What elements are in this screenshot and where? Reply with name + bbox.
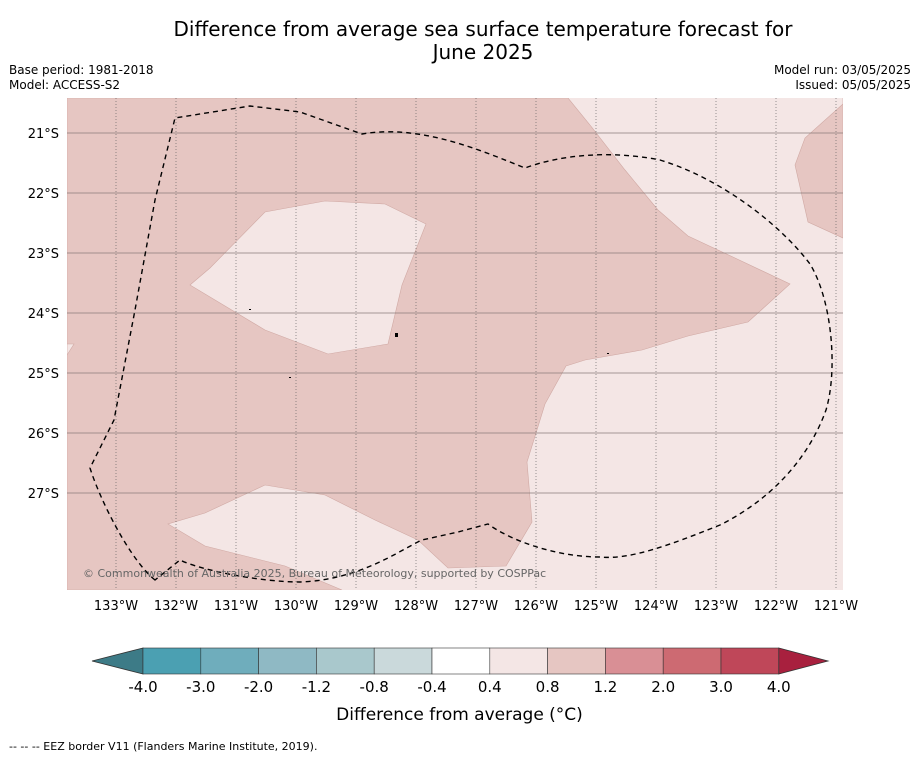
map-title: Difference from average sea surface temp… xyxy=(0,18,919,64)
island-marker-4 xyxy=(607,353,609,354)
longitude-labels: 133°W 132°W 131°W 130°W 129°W 128°W 127°W 126°W… xyxy=(94,599,858,614)
colorbar-tick-label: -2.0 xyxy=(244,678,273,696)
anomaly-edge-0-4 xyxy=(67,343,75,356)
latitude-label: 22°S xyxy=(28,187,59,202)
longitude-label: 124°W xyxy=(634,599,678,614)
colorbar-segment xyxy=(431,647,491,675)
graticule xyxy=(67,98,843,590)
longitude-label: 132°W xyxy=(154,599,198,614)
colorbar-segment xyxy=(720,647,780,675)
colorbar-extend-low xyxy=(91,647,144,675)
colorbar-tick-label: -1.2 xyxy=(302,678,331,696)
latitude-labels: 21°S 22°S 23°S 24°S 25°S 26°S 27°S xyxy=(28,127,59,502)
base-period: Base period: 1981-2018 xyxy=(9,63,154,77)
colorbar-segment xyxy=(373,647,433,675)
latitude-label: 21°S xyxy=(28,127,59,142)
island-marker-3 xyxy=(249,309,251,310)
island-marker-2 xyxy=(289,377,291,378)
latitude-label: 23°S xyxy=(28,247,59,262)
meta-left: Base period: 1981-2018 Model: ACCESS-S2 xyxy=(9,63,154,93)
colorbar-segment xyxy=(258,647,317,675)
colorbar-segment xyxy=(200,647,259,675)
colorbar-tick-label: 1.2 xyxy=(593,678,617,696)
latitude-label: 24°S xyxy=(28,307,59,322)
colorbar-label: Difference from average (°C) xyxy=(336,705,583,725)
colorbar-tick-label: -4.0 xyxy=(128,678,157,696)
colorbar-tick-label: 0.4 xyxy=(478,678,502,696)
colorbar-segment xyxy=(605,647,664,675)
colorbar-tick-label: 0.8 xyxy=(536,678,560,696)
anomaly-hole-0-4 xyxy=(189,200,427,355)
latitude-label: 25°S xyxy=(28,367,59,382)
latitude-label: 27°S xyxy=(28,487,59,502)
eez-border xyxy=(89,105,833,583)
model-name: Model: ACCESS-S2 xyxy=(9,78,121,92)
meta-right: Model run: 03/05/2025 Issued: 05/05/2025 xyxy=(774,63,911,93)
colorbar-extend-high xyxy=(778,647,830,675)
colorbar-segment xyxy=(316,647,375,675)
colorbar-segment xyxy=(662,647,722,675)
colorbar-segment xyxy=(142,647,202,675)
issued-date: Issued: 05/05/2025 xyxy=(795,78,911,92)
title-line-2: June 2025 xyxy=(432,40,534,64)
anomaly-region-0-8-main xyxy=(67,98,791,590)
colorbar-segment xyxy=(489,647,548,675)
longitude-label: 133°W xyxy=(94,599,138,614)
longitude-label: 121°W xyxy=(814,599,858,614)
title-line-1: Difference from average sea surface temp… xyxy=(173,17,793,41)
map-area xyxy=(67,98,843,590)
colorbar-tick-label: -0.4 xyxy=(417,678,446,696)
longitude-label: 123°W xyxy=(694,599,738,614)
copyright-notice: © Commonwealth of Australia 2025, Bureau… xyxy=(83,567,546,580)
longitude-label: 128°W xyxy=(394,599,438,614)
colorbar-tick-label: 4.0 xyxy=(767,678,791,696)
legend-footer: -- -- -- EEZ border V11 (Flanders Marine… xyxy=(9,740,318,753)
longitude-label: 125°W xyxy=(574,599,618,614)
colorbar-tick-label: 3.0 xyxy=(709,678,733,696)
longitude-label: 126°W xyxy=(514,599,558,614)
island-marker xyxy=(395,333,398,337)
colorbar-tick-label: 2.0 xyxy=(651,678,675,696)
longitude-label: 130°W xyxy=(274,599,318,614)
colorbar-segment xyxy=(547,647,606,675)
longitude-label: 127°W xyxy=(454,599,498,614)
colorbar: -4.0 -3.0 -2.0 -1.2 -0.8 -0.4 0.4 0.8 1.2 2.0 3.0 4… xyxy=(91,647,830,696)
colorbar-tick-label: -0.8 xyxy=(360,678,389,696)
colorbar-tick-label: -3.0 xyxy=(186,678,215,696)
model-run: Model run: 03/05/2025 xyxy=(773,63,911,77)
longitude-label: 122°W xyxy=(754,599,798,614)
latitude-label: 26°S xyxy=(28,427,59,442)
longitude-label: 129°W xyxy=(334,599,378,614)
longitude-label: 131°W xyxy=(214,599,258,614)
